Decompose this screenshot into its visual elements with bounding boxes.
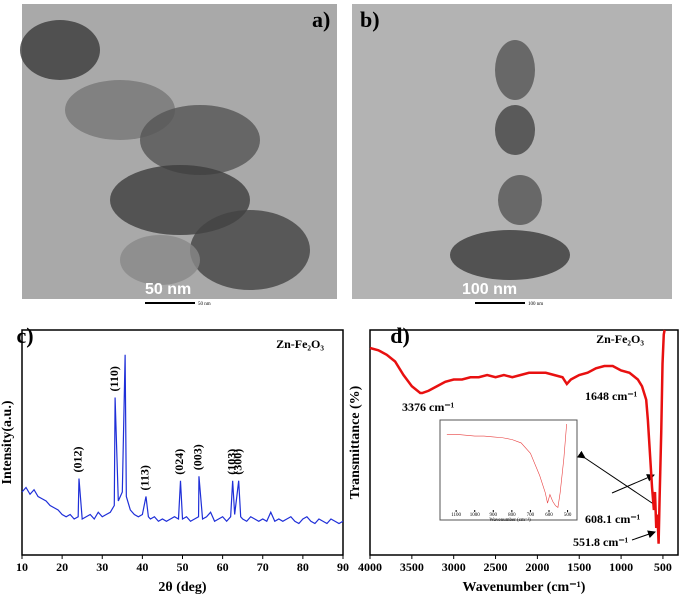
x-tick-label: 90 xyxy=(337,560,349,574)
y-axis-label: Transmittance (%) xyxy=(348,385,363,499)
x-tick-label: 3000 xyxy=(442,560,466,574)
x-tick-label: 20 xyxy=(56,560,68,574)
x-tick-label: 500 xyxy=(654,560,672,574)
panel-label: a) xyxy=(312,7,330,32)
x-axis-label: 2θ (deg) xyxy=(158,580,206,595)
panel-label: c) xyxy=(16,323,33,348)
x-tick-label: 500 xyxy=(564,513,572,518)
peak-label: (113) xyxy=(138,465,152,490)
plot-frame xyxy=(369,329,679,556)
scale-text: 100 nm xyxy=(462,281,517,298)
x-tick-label: 70 xyxy=(257,560,269,574)
arrow xyxy=(611,474,655,494)
x-tick-label: 60 xyxy=(217,560,229,574)
x-tick-label: 2000 xyxy=(525,560,549,574)
x-tick-label: 600 xyxy=(545,513,553,518)
x-tick-label: 50 xyxy=(177,560,189,574)
x-tick-label: 3500 xyxy=(400,560,424,574)
x-axis-label: Wavenumber (cm⁻¹) xyxy=(463,580,586,595)
x-tick-label: 1000 xyxy=(470,513,481,518)
chart-title: Zn-Fe₂O₃ xyxy=(276,337,324,351)
chart-title: Zn-Fe₂O₃ xyxy=(596,332,644,346)
peak-label: (103) xyxy=(224,449,238,475)
panel-label: d) xyxy=(390,323,410,348)
x-tick-label: 900 xyxy=(490,513,498,518)
panel-label: b) xyxy=(360,7,380,32)
scale-label: 50 nm xyxy=(198,302,211,307)
peak-label: (300) xyxy=(230,449,244,475)
annotation: 551.8 cm⁻¹ xyxy=(573,535,629,549)
annotation: 3376 cm⁻¹ xyxy=(402,400,455,414)
x-tick-label: 4000 xyxy=(358,560,382,574)
annotation: 608.1 cm⁻¹ xyxy=(585,512,641,526)
x-tick-label: 30 xyxy=(96,560,108,574)
arrow xyxy=(576,450,656,506)
x-tick-label: 700 xyxy=(527,513,535,518)
x-tick-label: 1000 xyxy=(609,560,633,574)
scale-text: 50 nm xyxy=(145,281,191,298)
data-line xyxy=(369,329,666,544)
x-tick-label: 1100 xyxy=(451,513,461,518)
x-axis-label: Wavenumber (cm⁻¹) xyxy=(489,517,531,523)
scale-label: 100 nm xyxy=(528,302,543,307)
tem-image-a: 50 nm 50 nm a) xyxy=(20,4,337,309)
x-tick-label: 1500 xyxy=(567,560,591,574)
data-line xyxy=(21,354,344,525)
arrow xyxy=(631,530,656,541)
x-tick-label: 10 xyxy=(16,560,28,574)
x-tick-label: 800 xyxy=(508,513,516,518)
x-tick-label: 2500 xyxy=(484,560,508,574)
data-line xyxy=(446,423,567,508)
peak-label: (003) xyxy=(191,444,205,470)
annotation: 1648 cm⁻¹ xyxy=(585,389,638,403)
tem-image-b: 100 nm 100 nm b) xyxy=(352,4,672,309)
x-tick-label: 40 xyxy=(136,560,148,574)
peak-label: (110) xyxy=(107,366,121,391)
x-tick-label: 80 xyxy=(297,560,309,574)
peak-label: (012) xyxy=(71,447,85,473)
peak-label: (024) xyxy=(172,449,186,475)
y-axis-label: Intensity(a.u.) xyxy=(0,400,15,484)
